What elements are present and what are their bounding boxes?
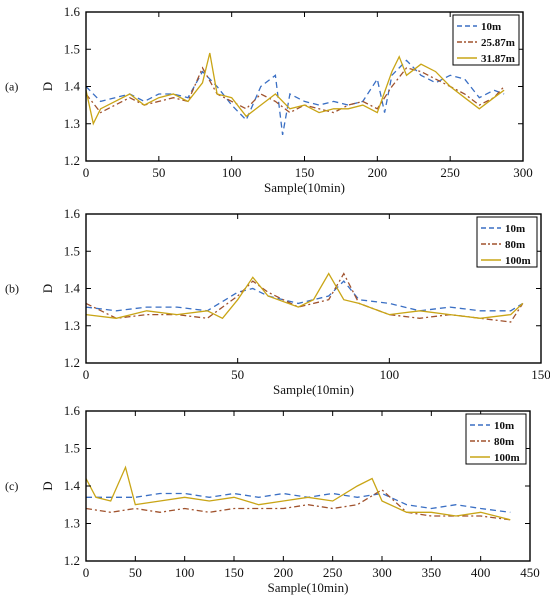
legend-label-10m: 10m xyxy=(481,21,501,33)
y-tick-label: 1.5 xyxy=(64,243,80,258)
legend-box xyxy=(465,413,527,465)
series-line-100m xyxy=(85,465,511,521)
y-axis-title: D xyxy=(40,82,55,91)
plot-frame xyxy=(85,410,531,562)
x-tick-label: 150 xyxy=(295,165,315,180)
series-line-80m xyxy=(85,272,524,323)
panel-label: (b) xyxy=(5,282,19,296)
x-tick-label: 150 xyxy=(224,565,244,580)
series-line-100m xyxy=(85,272,524,320)
x-tick-label: 100 xyxy=(222,165,242,180)
x-axis-title: Sample(10min) xyxy=(268,580,349,595)
x-axis-title: Sample(10min) xyxy=(273,382,354,397)
y-tick-label: 1.2 xyxy=(64,153,80,168)
x-tick-label: 100 xyxy=(380,367,400,382)
chart-panel-2: 0 50 100 150 1.2 1.3 1.4 1.5 1.6 Sample(10min) D (b… xyxy=(5,206,550,397)
y-tick-label: 1.4 xyxy=(64,281,81,296)
y-tick-label: 1.3 xyxy=(64,516,80,531)
legend-label-80m: 80m xyxy=(505,239,525,251)
x-tick-label: 150 xyxy=(531,367,550,382)
y-tick-label: 1.5 xyxy=(64,441,80,456)
x-tick-label: 250 xyxy=(440,165,460,180)
y-tick-label: 1.2 xyxy=(64,553,80,568)
panel-label: (a) xyxy=(5,80,18,94)
y-tick-label: 1.6 xyxy=(64,4,81,19)
x-tick-label: 400 xyxy=(471,565,491,580)
legend-box xyxy=(452,14,520,66)
y-tick-label: 1.4 xyxy=(64,79,81,94)
y-axis-title: D xyxy=(40,284,55,293)
x-axis-title: Sample(10min) xyxy=(264,180,345,195)
legend: 10m 80m 100m xyxy=(476,216,538,268)
x-tick-label: 0 xyxy=(83,165,90,180)
legend-label-10m: 10m xyxy=(505,223,525,235)
y-tick-label: 1.5 xyxy=(64,41,80,56)
legend: 10m 25.87m 31.87m xyxy=(452,14,520,66)
y-tick-label: 1.6 xyxy=(64,206,81,221)
series-line-10m xyxy=(85,280,524,312)
legend-box xyxy=(476,216,538,268)
legend-label-100m: 100m xyxy=(494,452,520,464)
series-line-31.87m xyxy=(85,52,505,126)
series-line-25.87m xyxy=(85,66,505,114)
x-tick-label: 200 xyxy=(274,565,294,580)
series-line-10m xyxy=(86,492,511,513)
x-tick-label: 0 xyxy=(83,565,90,580)
x-tick-label: 250 xyxy=(323,565,343,580)
x-tick-label: 50 xyxy=(231,367,244,382)
y-axis-title: D xyxy=(40,481,55,490)
plot-frame xyxy=(85,213,542,364)
chart-panel-3: 0 50 100 150 200 250 300 350 400 450 1.2 1.3 1.4 1.5 1… xyxy=(5,403,540,595)
legend-label-80m: 80m xyxy=(494,436,514,448)
legend-label-25.87m: 25.87m xyxy=(481,37,515,49)
y-tick-label: 1.4 xyxy=(64,478,81,493)
x-tick-label: 50 xyxy=(152,165,165,180)
y-tick-label: 1.2 xyxy=(64,355,80,370)
x-tick-label: 350 xyxy=(422,565,442,580)
chart-panel-1: 0 50 100 150 200 250 300 1.2 1.3 1.4 1.5 1.6 Sample(… xyxy=(5,4,533,195)
x-tick-label: 300 xyxy=(372,565,392,580)
y-tick-label: 1.3 xyxy=(64,318,80,333)
series-line-80m xyxy=(85,488,511,521)
x-tick-label: 0 xyxy=(83,367,90,382)
x-tick-label: 200 xyxy=(368,165,388,180)
x-tick-label: 50 xyxy=(129,565,142,580)
legend-label-10m: 10m xyxy=(494,420,514,432)
series-line-10m xyxy=(85,59,505,136)
x-tick-label: 300 xyxy=(513,165,533,180)
y-tick-label: 1.3 xyxy=(64,116,80,131)
panel-label: (c) xyxy=(5,479,18,493)
legend: 10m 80m 100m xyxy=(465,413,527,465)
y-tick-label: 1.6 xyxy=(64,403,81,418)
legend-label-31.87m: 31.87m xyxy=(481,53,515,65)
legend-label-100m: 100m xyxy=(505,255,531,267)
x-tick-label: 100 xyxy=(175,565,195,580)
x-tick-label: 450 xyxy=(520,565,540,580)
